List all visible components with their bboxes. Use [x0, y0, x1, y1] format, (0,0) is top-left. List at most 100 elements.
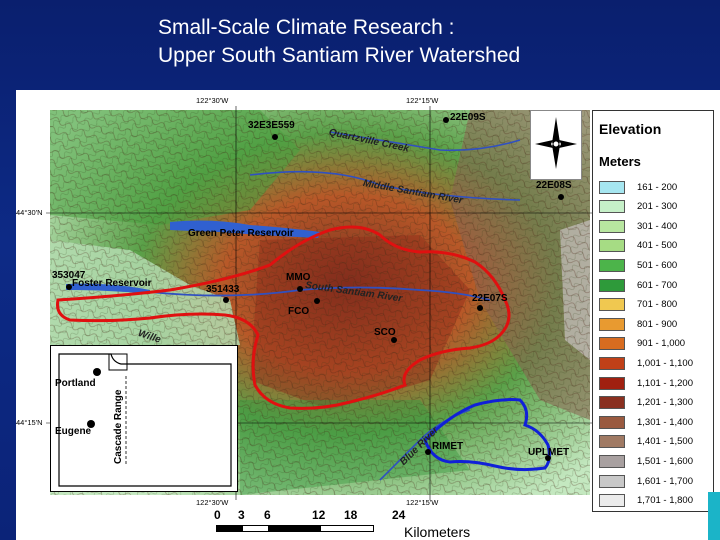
title-line-1: Small-Scale Climate Research : [158, 16, 455, 39]
legend-row: 701 - 800 [599, 297, 677, 313]
legend-swatch [599, 356, 625, 370]
foster-label: Foster Reservoir [72, 278, 152, 289]
legend-swatch [599, 278, 625, 292]
quartzville-creek-line [329, 131, 521, 152]
inset-cascade: Cascade Range [113, 389, 124, 464]
legend-title: Elevation [599, 121, 662, 137]
legend-label: 1,301 - 1,400 [637, 416, 693, 428]
legend-label: 161 - 200 [637, 181, 678, 193]
title-line-2: Upper South Santiam River Watershed [158, 44, 521, 67]
legend-swatch [599, 396, 625, 410]
legend-row: 1,501 - 1,600 [599, 453, 693, 469]
legend-label: 301 - 400 [637, 220, 678, 232]
green-peter-reservoir [170, 220, 320, 238]
green-peter-label: Green Peter Reservoir [188, 228, 294, 239]
scale-tick: 3 [238, 508, 245, 522]
legend-swatch [599, 474, 625, 488]
station-label: SCO [374, 327, 396, 338]
legend-swatch [599, 239, 625, 253]
legend-swatch [599, 219, 625, 233]
legend-label: 501 - 600 [637, 259, 678, 271]
legend-swatch [599, 298, 625, 312]
legend-label: 901 - 1,000 [637, 338, 686, 350]
legend-swatch [599, 200, 625, 214]
legend-label: 1,501 - 1,600 [637, 455, 693, 467]
legend-label: 401 - 500 [637, 240, 678, 252]
legend-label: 1,201 - 1,300 [637, 397, 693, 409]
coord-left-lower: 44°15'N [16, 418, 43, 427]
station-label: RIMET [432, 441, 464, 452]
legend-label: 1,601 - 1,700 [637, 475, 693, 487]
legend-swatch [599, 337, 625, 351]
station-label: MMO [286, 272, 311, 283]
station-marker [545, 455, 551, 461]
north-arrow [530, 110, 582, 180]
station-label: 351433 [206, 284, 240, 295]
legend-row: 601 - 700 [599, 277, 677, 293]
legend-subtitle: Meters [599, 154, 641, 169]
legend-row: 1,601 - 1,700 [599, 473, 693, 489]
station-marker [391, 337, 397, 343]
corner-accent [708, 492, 720, 540]
legend-row: 1,701 - 1,800 [599, 493, 693, 509]
legend-row: 161 - 200 [599, 179, 677, 195]
station-marker [477, 305, 483, 311]
legend-label: 701 - 800 [637, 299, 678, 311]
station-marker [425, 449, 431, 455]
scale-tick: 18 [344, 508, 358, 522]
subbasin-boundary [423, 398, 551, 472]
scale-tick: 6 [264, 508, 271, 522]
station-marker [297, 286, 303, 292]
scale-bar: 0 3 6 12 18 24 Kilometers [196, 508, 496, 540]
legend-label: 1,701 - 1,800 [637, 495, 693, 507]
legend-label: 1,001 - 1,100 [637, 357, 693, 369]
station-marker [314, 298, 320, 304]
legend-swatch [599, 317, 625, 331]
station-label: 32E3E559 [248, 120, 295, 131]
legend-swatch [599, 376, 625, 390]
station-label: 22E07S [472, 293, 508, 304]
legend-swatch [599, 435, 625, 449]
station-marker [66, 284, 72, 290]
legend-label: 201 - 300 [637, 201, 678, 213]
oregon-outline [58, 353, 232, 487]
legend-row: 1,001 - 1,100 [599, 355, 693, 371]
south-santiam-line [149, 286, 491, 301]
legend-swatch [599, 454, 625, 468]
inset-eugene: Eugene [55, 426, 92, 437]
legend-swatch [599, 180, 625, 194]
legend-label: 801 - 900 [637, 318, 678, 330]
coord-bottom-left: 122°30'W [196, 498, 229, 507]
legend-row: 401 - 500 [599, 238, 677, 254]
foster-reservoir [66, 283, 150, 294]
station-marker [558, 194, 564, 200]
legend-row: 501 - 600 [599, 257, 677, 273]
slide-title: Small-Scale Climate Research : Upper Sou… [158, 14, 520, 70]
legend-label: 601 - 700 [637, 279, 678, 291]
station-label: 22E09S [450, 112, 486, 123]
legend-row: 201 - 300 [599, 199, 677, 215]
coord-top-right: 122°15'W [406, 96, 439, 105]
elevation-legend: Elevation Meters 161 - 200 201 - 300 301 -… [592, 110, 714, 512]
scale-tick: 24 [392, 508, 406, 522]
station-marker [223, 297, 229, 303]
station-label: UPLMET [528, 447, 570, 458]
legend-row: 1,301 - 1,400 [599, 414, 693, 430]
north-arrow-icon [535, 117, 577, 169]
station-label: FCO [288, 306, 310, 317]
legend-row: 1,401 - 1,500 [599, 434, 693, 450]
coord-top-left: 122°30'W [196, 96, 229, 105]
scale-tick: 0 [214, 508, 221, 522]
legend-swatch [599, 494, 625, 508]
station-label: 353047 [52, 270, 86, 281]
station-marker [443, 117, 449, 123]
legend-row: 301 - 400 [599, 218, 677, 234]
coord-left-upper: 44°30'N [16, 208, 43, 217]
inset-portland: Portland [55, 378, 96, 389]
scale-unit: Kilometers [404, 524, 471, 540]
watershed-boundary [56, 225, 511, 410]
legend-row: 901 - 1,000 [599, 336, 685, 352]
scale-tick: 12 [312, 508, 326, 522]
station-marker [272, 134, 278, 140]
